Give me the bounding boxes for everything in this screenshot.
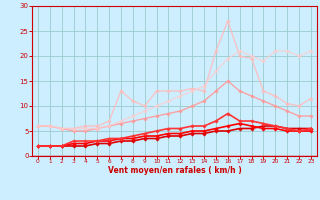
X-axis label: Vent moyen/en rafales ( km/h ): Vent moyen/en rafales ( km/h ) bbox=[108, 166, 241, 175]
